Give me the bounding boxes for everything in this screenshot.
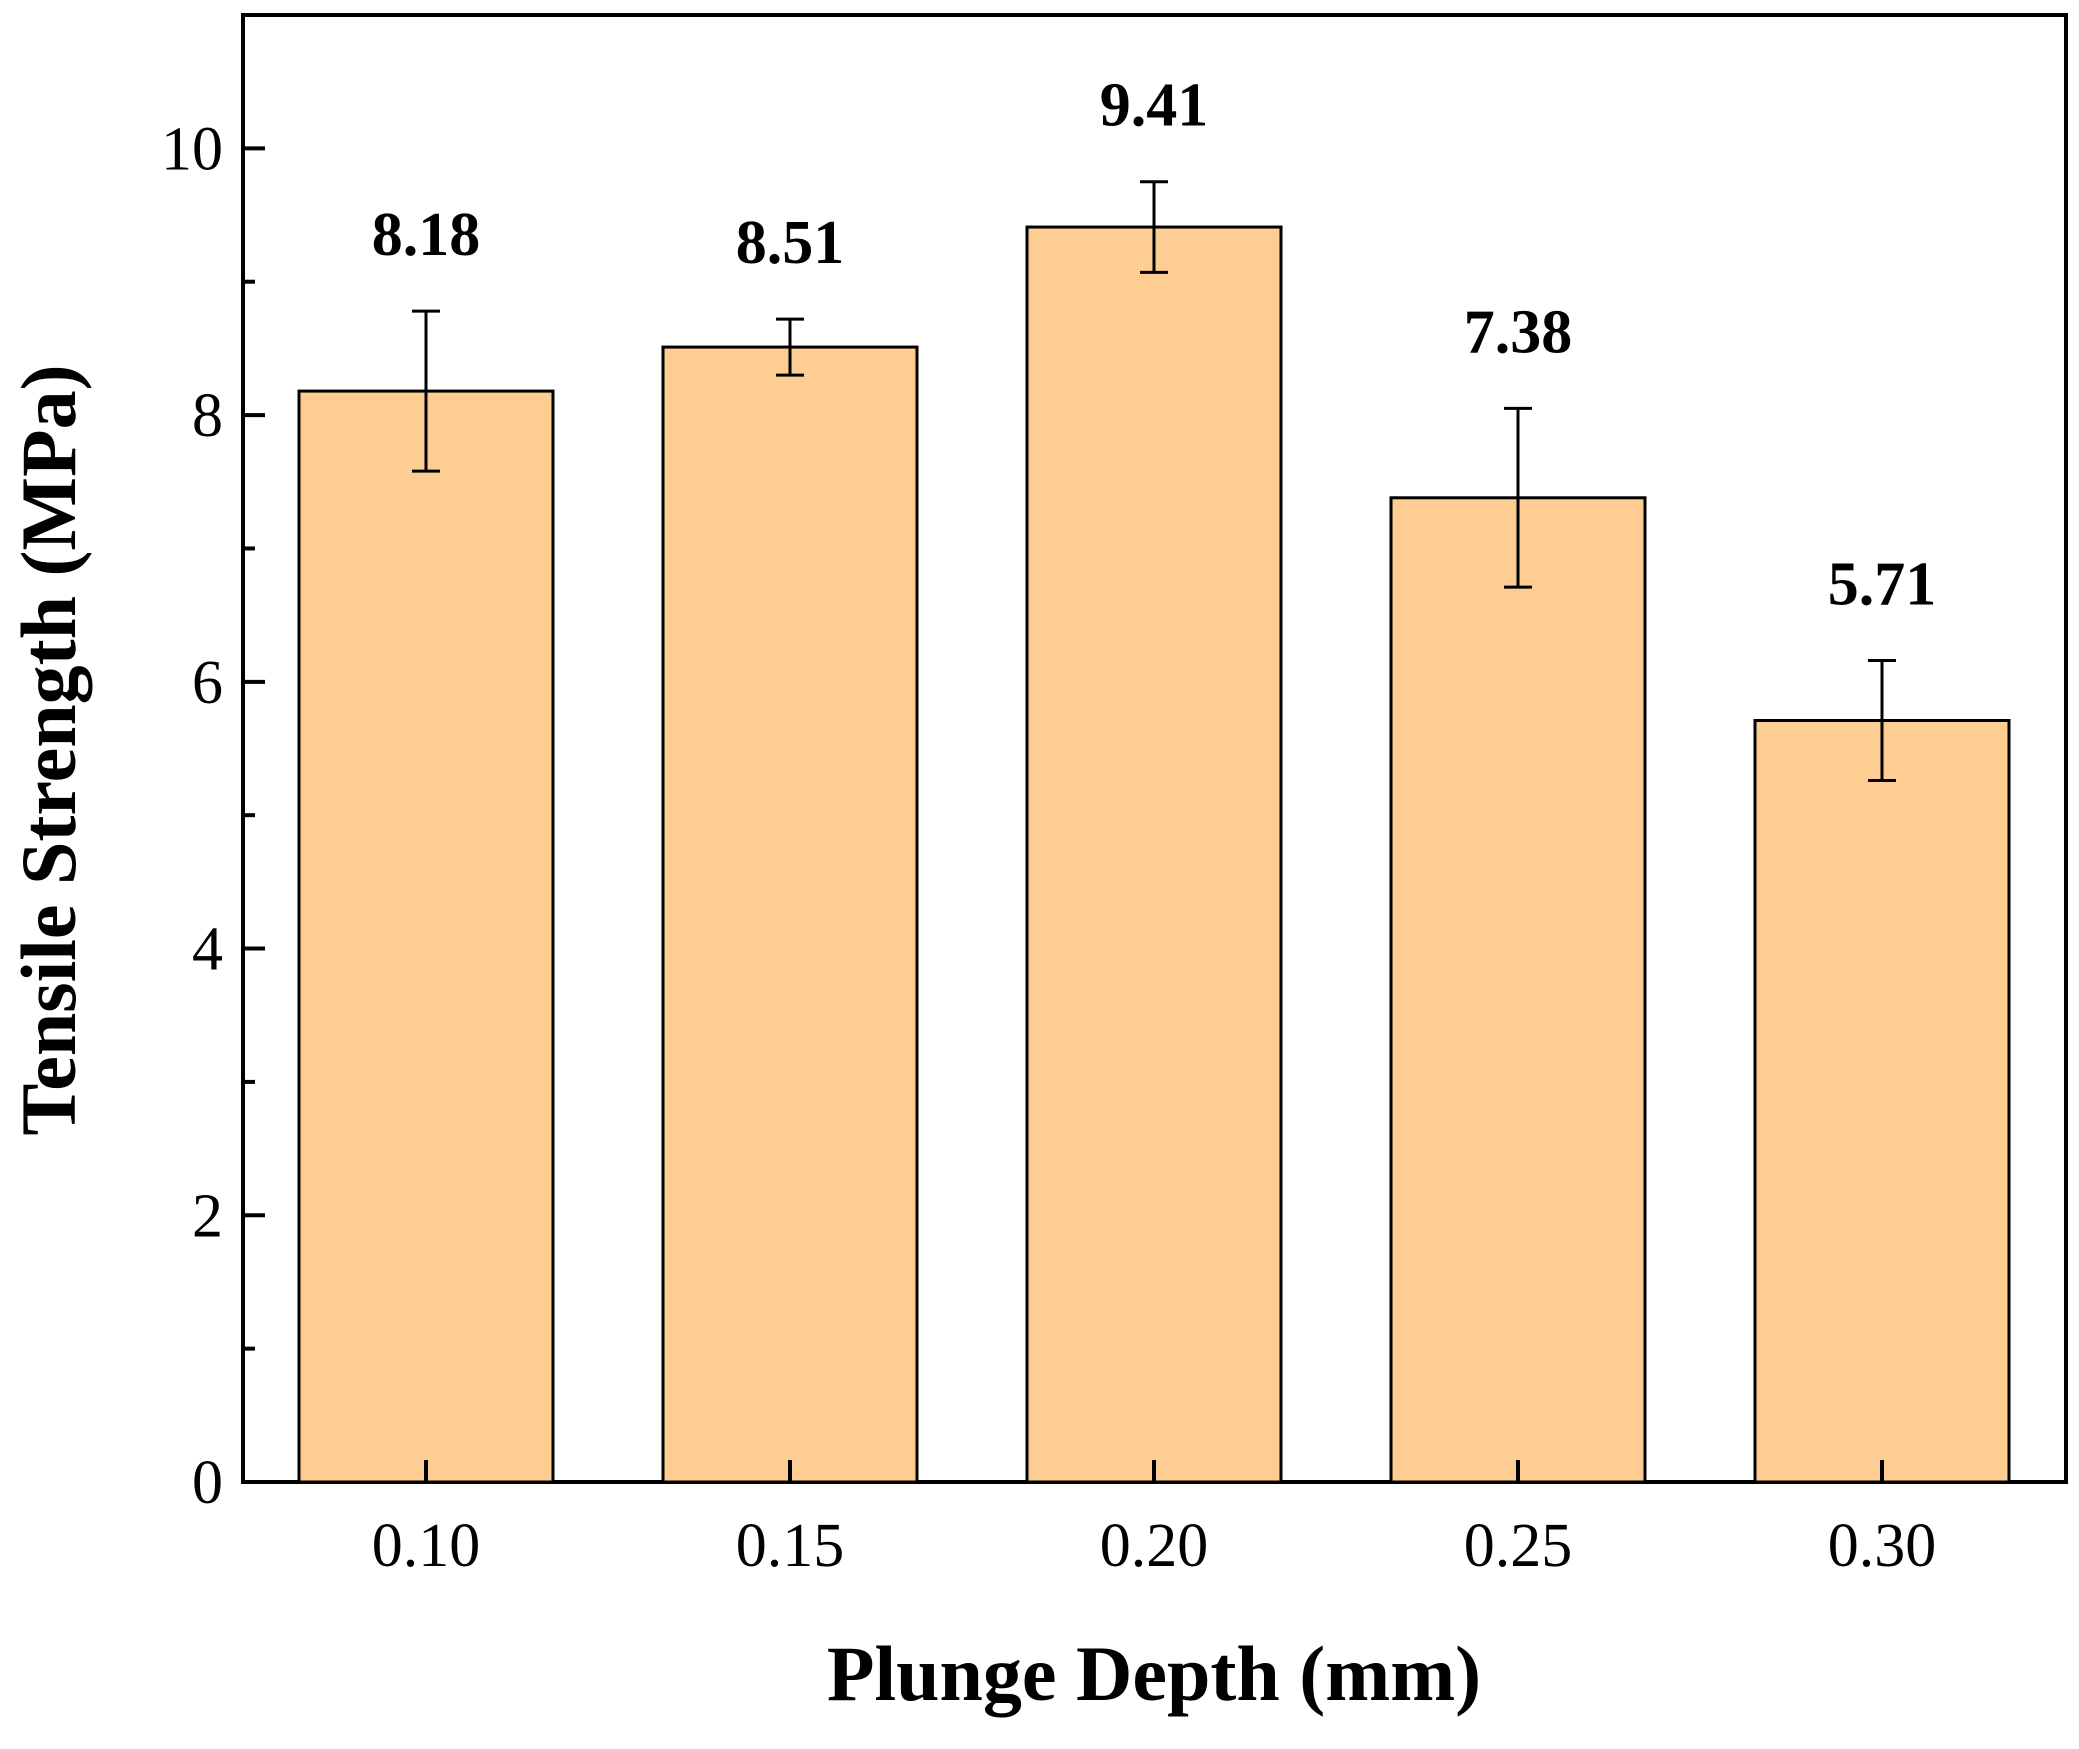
y-tick-label: 0 xyxy=(192,1449,223,1517)
x-tick-label: 0.30 xyxy=(1828,1512,1937,1580)
bar-0.10 xyxy=(297,389,555,1484)
data-label-0.25: 7.38 xyxy=(1464,298,1573,366)
bar-0.30 xyxy=(1753,718,2011,1484)
data-label-0.15: 8.51 xyxy=(736,209,845,277)
y-axis-ticks: 0 2 4 6 8 10 xyxy=(161,115,265,1517)
y-tick-label: 8 xyxy=(192,382,223,450)
x-tick-label: 0.25 xyxy=(1464,1512,1573,1580)
x-axis-ticks: 0.10 0.15 0.20 0.25 0.30 xyxy=(372,1460,1937,1580)
data-label-0.30: 5.71 xyxy=(1828,550,1937,618)
x-axis-title: Plunge Depth (mm) xyxy=(827,1630,1481,1717)
y-tick-label: 6 xyxy=(192,649,223,717)
x-tick-label: 0.10 xyxy=(372,1512,481,1580)
y-tick-label: 4 xyxy=(192,916,223,984)
y-tick-label: 10 xyxy=(161,115,223,183)
bar-0.25 xyxy=(1389,496,1647,1484)
data-label-0.10: 8.18 xyxy=(372,201,481,269)
x-tick-label: 0.20 xyxy=(1100,1512,1209,1580)
data-labels-group: 8.18 8.51 9.41 7.38 5.71 xyxy=(372,72,1937,619)
data-label-0.20: 9.41 xyxy=(1100,72,1209,140)
y-tick-label: 2 xyxy=(192,1182,223,1250)
x-tick-label: 0.15 xyxy=(736,1512,845,1580)
bar-0.20 xyxy=(1025,225,1283,1484)
y-axis-title: Tensile Strength (MPa) xyxy=(5,364,92,1135)
error-bars-group xyxy=(412,180,1896,783)
bars-group xyxy=(297,225,2011,1484)
bar-0.15 xyxy=(661,345,919,1484)
